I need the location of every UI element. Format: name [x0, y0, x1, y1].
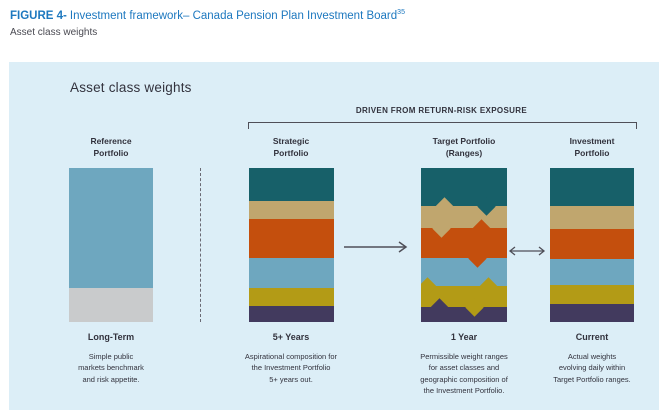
arrow-right-icon: [344, 241, 408, 253]
column-description-strategic: Aspirational composition for the Investm…: [244, 352, 338, 384]
asset-class-weights-panel: Asset class weights DRIVEN FROM RETURN-R…: [9, 62, 659, 410]
panel-heading: Asset class weights: [70, 80, 192, 95]
target-portfolio-bar: [421, 168, 507, 322]
column-header-strategic: Strategic Portfolio: [272, 136, 310, 158]
figure-label: FIGURE 4-: [10, 9, 67, 22]
figure-footnote-ref: 35: [397, 9, 405, 16]
timeframe-label-current: Current: [575, 332, 609, 342]
column-header-investment: Investment Portfolio: [569, 136, 615, 158]
figure-subtitle: Asset class weights: [10, 27, 98, 38]
dashed-divider: [200, 168, 201, 322]
column-investment-portfolio: Investment Portfolio Current Actual weig…: [512, 136, 668, 385]
bracket-label: DRIVEN FROM RETURN-RISK EXPOSURE: [355, 106, 528, 115]
figure-caption: FIGURE 4- Investment framework– Canada Pe…: [10, 9, 405, 22]
arrow-double-icon: [508, 246, 546, 256]
column-description-target: Permissible weight ranges for asset clas…: [420, 352, 508, 395]
figure-title: Investment framework– Canada Pension Pla…: [69, 9, 405, 22]
column-description-reference: Simple public markets benchmark and risk…: [78, 352, 144, 384]
column-reference-portfolio: Reference Portfolio Long-Term Simple pub…: [31, 136, 191, 385]
bracket-line: [248, 122, 637, 129]
column-header-target: Target Portfolio (Ranges): [432, 136, 496, 158]
column-header-reference: Reference Portfolio: [90, 136, 132, 158]
timeframe-label-long-term: Long-Term: [87, 332, 135, 342]
timeframe-label-5-years: 5+ Years: [272, 332, 310, 342]
timeframe-label-1-year: 1 Year: [450, 332, 478, 342]
figure-title-text: Investment framework– Canada Pension Pla…: [69, 9, 398, 22]
column-description-investment: Actual weights evolving daily within Tar…: [553, 352, 631, 384]
column-target-portfolio: Target Portfolio (Ranges) 1 Year Permiss…: [384, 136, 544, 396]
reference-portfolio-bar: [69, 168, 153, 322]
column-strategic-portfolio: Strategic Portfolio 5+ Years Aspirationa…: [211, 136, 371, 385]
strategic-portfolio-bar: [248, 168, 334, 322]
investment-portfolio-bar: [550, 168, 634, 322]
